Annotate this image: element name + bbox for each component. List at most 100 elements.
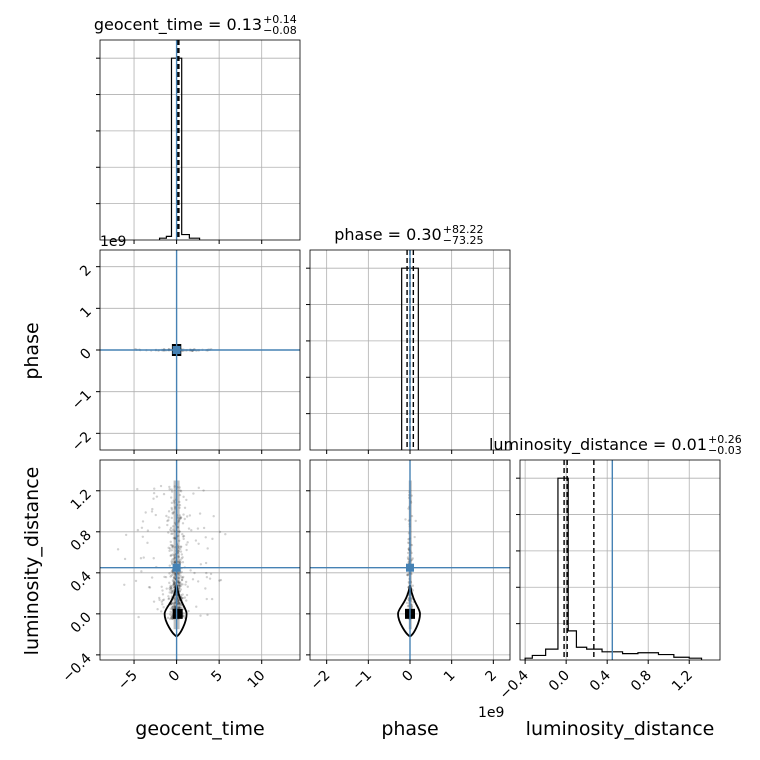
sample-point bbox=[136, 528, 140, 532]
sample-point bbox=[194, 539, 198, 542]
x-tick-label: 1 bbox=[441, 668, 459, 686]
sample-point bbox=[173, 605, 176, 608]
sample-point bbox=[158, 598, 161, 602]
sample-point bbox=[171, 545, 174, 548]
sample-point bbox=[159, 484, 163, 488]
sample-point bbox=[174, 505, 177, 509]
hist-panel-geocent_time: geocent_time = 0.13 +0.14−0.08 bbox=[94, 13, 301, 244]
sample-point bbox=[179, 550, 183, 553]
sample-point bbox=[195, 605, 198, 608]
sample-point bbox=[168, 564, 171, 567]
x-tick-label: −2 bbox=[308, 668, 334, 694]
sample-point bbox=[171, 573, 174, 576]
sample-point bbox=[148, 586, 152, 589]
sample-point bbox=[205, 571, 208, 575]
sample-point bbox=[182, 495, 185, 499]
sample-point bbox=[177, 581, 181, 585]
sample-point bbox=[178, 500, 181, 504]
sample-point bbox=[171, 571, 175, 574]
sample-point bbox=[173, 536, 177, 540]
sample-point bbox=[196, 527, 200, 530]
sample-point bbox=[146, 529, 150, 532]
sample-point bbox=[178, 561, 182, 564]
sample-point bbox=[172, 557, 175, 561]
sample-point bbox=[404, 518, 407, 521]
sample-point bbox=[179, 517, 182, 520]
sample-point bbox=[410, 514, 414, 518]
x-tick-label: −0.4 bbox=[497, 667, 532, 702]
sample-point bbox=[153, 487, 156, 490]
median-marker bbox=[172, 608, 183, 619]
sample-point bbox=[186, 541, 189, 544]
title-lower-error: −73.25 bbox=[443, 234, 484, 247]
sample-point bbox=[208, 577, 212, 580]
sample-point bbox=[170, 591, 173, 594]
sample-point bbox=[178, 486, 181, 489]
sample-point bbox=[406, 573, 410, 577]
hist-bin bbox=[623, 654, 638, 660]
sample-point bbox=[169, 610, 172, 614]
sample-point bbox=[178, 530, 181, 533]
sample-point bbox=[406, 556, 410, 559]
sample-point bbox=[173, 582, 176, 585]
sample-point bbox=[182, 513, 185, 516]
sample-point bbox=[173, 601, 177, 604]
sample-point bbox=[179, 603, 183, 607]
sample-point bbox=[177, 546, 180, 549]
sample-point bbox=[172, 605, 175, 608]
y-tick-label: 0 bbox=[77, 346, 95, 364]
sample-point bbox=[170, 574, 173, 577]
sample-point bbox=[137, 615, 140, 619]
sample-point bbox=[191, 578, 195, 581]
sample-point bbox=[178, 606, 181, 609]
sample-point bbox=[172, 580, 176, 584]
sample-point bbox=[411, 584, 415, 587]
sample-point bbox=[177, 520, 181, 523]
sample-point bbox=[172, 585, 176, 589]
sample-point bbox=[184, 580, 188, 584]
sample-point bbox=[169, 607, 172, 610]
sample-point bbox=[169, 587, 173, 590]
hist-bin bbox=[402, 268, 410, 450]
sample-point bbox=[167, 595, 170, 598]
xlabel-phase: phase bbox=[381, 718, 438, 740]
sample-point bbox=[178, 601, 181, 605]
sample-point bbox=[406, 573, 409, 577]
sample-point bbox=[182, 575, 185, 579]
sample-point bbox=[179, 572, 182, 575]
sample-point bbox=[179, 516, 182, 519]
sample-point bbox=[170, 488, 173, 491]
title-geocent_time: geocent_time = 0.13 bbox=[94, 15, 262, 35]
sample-point bbox=[170, 584, 174, 588]
sample-point bbox=[162, 606, 165, 609]
sample-point bbox=[170, 508, 174, 511]
sample-point bbox=[407, 507, 410, 510]
sample-point bbox=[171, 512, 174, 515]
sample-point bbox=[168, 549, 171, 553]
sample-point bbox=[170, 570, 173, 574]
sample-point bbox=[178, 585, 182, 588]
sample-point bbox=[170, 616, 173, 620]
sample-point bbox=[173, 507, 177, 510]
sample-point bbox=[405, 601, 409, 605]
sample-point bbox=[172, 604, 175, 608]
hist-bin bbox=[568, 631, 576, 660]
sample-point bbox=[173, 485, 176, 488]
sample-point bbox=[180, 576, 183, 579]
sample-point bbox=[176, 602, 180, 606]
sample-point bbox=[123, 557, 127, 561]
sample-point bbox=[169, 575, 172, 578]
truth-marker bbox=[172, 346, 181, 354]
sample-point bbox=[171, 532, 174, 535]
sample-point bbox=[172, 580, 175, 583]
sample-point bbox=[173, 556, 177, 559]
sample-point bbox=[156, 607, 159, 611]
sample-point bbox=[181, 560, 185, 564]
sample-point bbox=[177, 606, 181, 609]
sample-point bbox=[173, 530, 176, 533]
sample-point bbox=[182, 537, 185, 541]
sample-point bbox=[181, 522, 185, 525]
sample-point bbox=[168, 547, 172, 550]
sample-point bbox=[180, 570, 183, 574]
sample-point bbox=[166, 519, 169, 523]
